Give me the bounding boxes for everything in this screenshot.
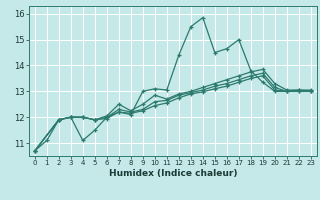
- X-axis label: Humidex (Indice chaleur): Humidex (Indice chaleur): [108, 169, 237, 178]
